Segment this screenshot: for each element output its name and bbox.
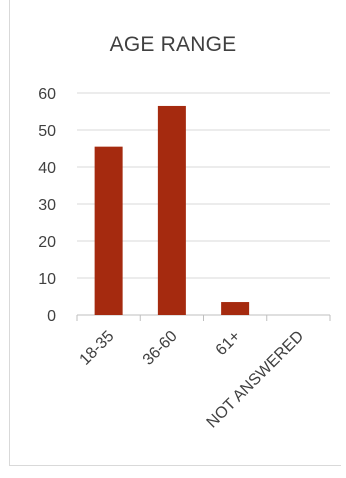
y-tick-label: 0 — [47, 308, 56, 325]
x-category-label: 18-35 — [76, 328, 117, 369]
y-tick-label: 10 — [38, 271, 56, 288]
chart-title: AGE RANGE — [109, 33, 237, 56]
bar-18-35 — [94, 146, 123, 315]
y-tick-label: 60 — [38, 86, 56, 103]
chart-frame — [9, 0, 341, 466]
y-axis-ticks: 0 10 20 30 40 50 60 — [38, 86, 56, 325]
x-axis-labels: 18-35 36-60 61+NOT ANSWERED — [76, 328, 307, 432]
bars — [94, 105, 250, 315]
x-category-label: 61+ — [213, 328, 244, 359]
y-tick-label: 40 — [38, 160, 56, 177]
bar-36-60 — [157, 105, 186, 315]
y-tick-label: 50 — [38, 123, 56, 140]
x-category-label: 36-60 — [140, 328, 181, 369]
y-tick-label: 20 — [38, 234, 56, 251]
bar-61- — [221, 302, 250, 315]
y-tick-label: 30 — [38, 197, 56, 214]
